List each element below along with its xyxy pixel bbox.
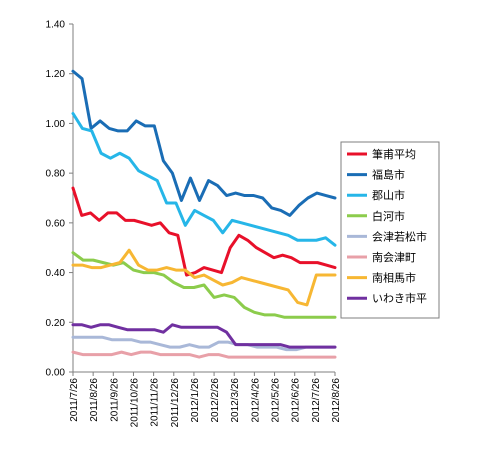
series-lines <box>71 69 337 359</box>
legend-label: 筆甫平均 <box>372 147 416 161</box>
x-tick-label: 2012/5/26 <box>271 378 282 423</box>
y-tick-label: 1.20 <box>46 69 66 80</box>
series-line <box>71 335 337 352</box>
y-tick-label: 0.20 <box>46 318 66 329</box>
y-tick-label: 0.80 <box>46 169 66 180</box>
x-tick-label: 2011/11/26 <box>150 378 161 427</box>
x-tick-label: 2011/12/26 <box>170 378 181 428</box>
legend-label: 南相馬市 <box>372 271 416 285</box>
series-line <box>71 111 337 247</box>
x-tick-label: 2012/2/26 <box>210 378 221 423</box>
x-tick-label: 2012/3/26 <box>230 378 241 423</box>
series-line <box>71 248 337 307</box>
y-tick-label: 0.00 <box>46 368 66 379</box>
legend-label: 会津若松市 <box>372 229 427 243</box>
y-tick-label: 1.40 <box>46 20 66 31</box>
series-line <box>71 323 337 349</box>
x-tick-label: 2012/8/26 <box>331 378 342 423</box>
x-tick-label: 2011/7/26 <box>69 378 80 422</box>
y-tick-label: 1.00 <box>46 119 66 130</box>
series-line <box>71 186 337 277</box>
series-line <box>71 69 337 217</box>
x-tick-label: 2012/4/26 <box>250 378 261 423</box>
axes: 0.00 0.20 0.40 0.60 0.80 1.00 1.20 1.40 2011/7/2… <box>46 20 342 428</box>
series-line <box>71 251 337 319</box>
y-tick-label: 0.40 <box>46 268 66 279</box>
x-tick-label: 2012/6/26 <box>291 378 302 423</box>
legend-label: 白河市 <box>372 209 405 223</box>
series-line <box>71 350 337 359</box>
x-tick-label: 2011/9/26 <box>109 378 120 422</box>
legend-label: 南会津町 <box>372 251 416 264</box>
x-tick-label: 2012/7/26 <box>311 378 322 423</box>
legend-label: 福島市 <box>372 168 405 182</box>
y-tick-label: 0.60 <box>46 218 66 229</box>
legend-label: いわき市平 <box>372 291 427 305</box>
x-tick-label: 2011/10/26 <box>129 378 140 428</box>
legend-box <box>340 141 440 319</box>
x-tick-label: 2012/1/26 <box>190 378 201 423</box>
x-tick-label: 2011/8/26 <box>89 378 100 422</box>
legend-label: 郡山市 <box>372 188 405 202</box>
